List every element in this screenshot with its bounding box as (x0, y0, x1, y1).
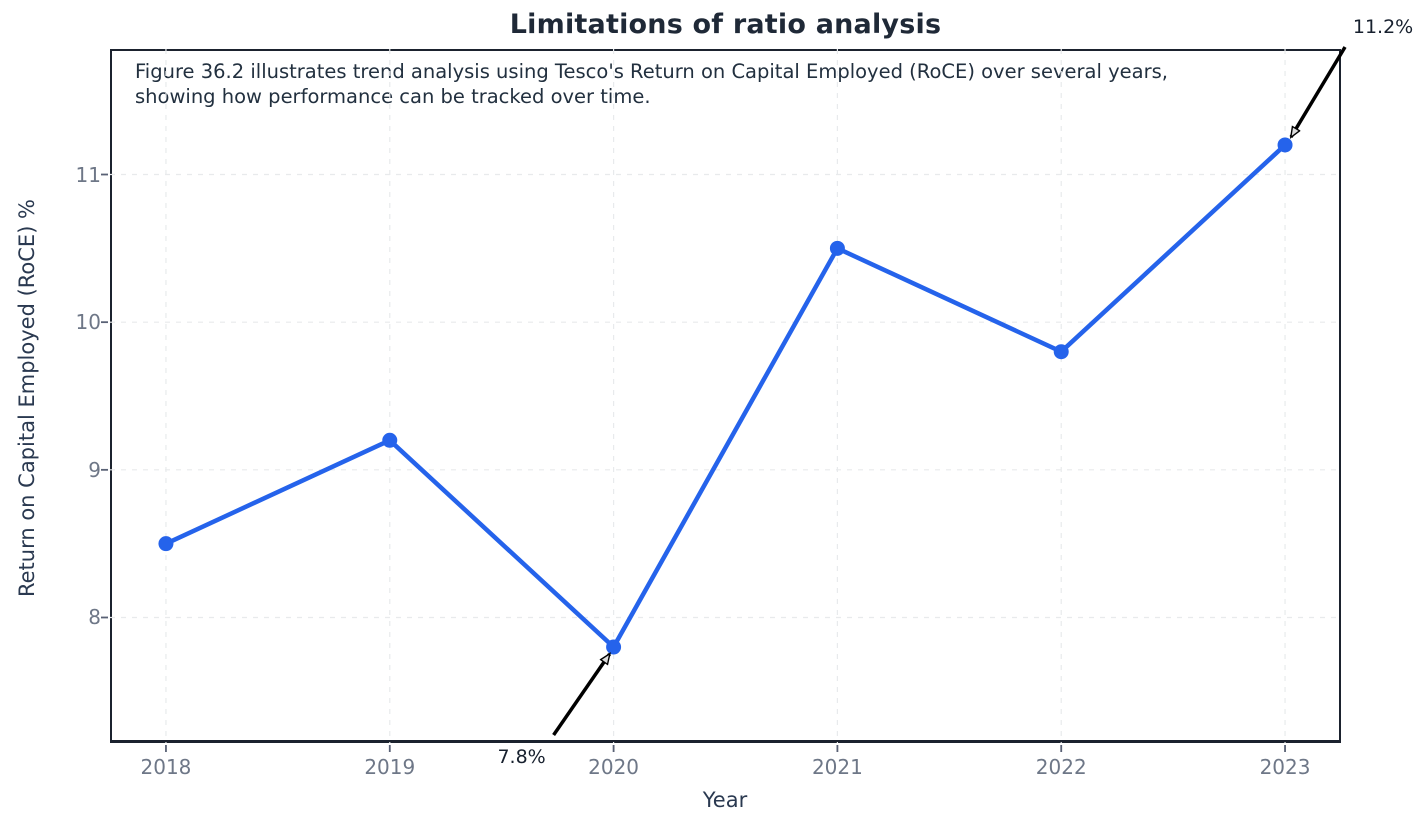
data-point (158, 536, 174, 552)
annotation-label: 11.2% (1349, 14, 1417, 39)
y-tick-label: 11 (75, 162, 101, 187)
data-point (1053, 344, 1069, 360)
series-line (163, 142, 1288, 650)
y-axis-label: Return on Capital Employed (RoCE) % (15, 198, 39, 598)
annotation-arrow (552, 654, 612, 737)
plot-area (110, 49, 1341, 743)
x-tick-label: 2018 (140, 755, 192, 779)
data-point (606, 639, 622, 655)
y-tick-label: 8 (88, 605, 101, 630)
x-tick-label: 2022 (1035, 755, 1087, 779)
y-tick-label: 9 (88, 457, 101, 482)
y-tick-label: 10 (75, 310, 101, 335)
x-tick-label: 2021 (811, 755, 863, 779)
figure-caption: Figure 36.2 illustrates trend analysis u… (135, 60, 1168, 108)
data-point (829, 240, 845, 256)
chart-title: Limitations of ratio analysis (509, 9, 942, 40)
annotation-label: 7.8% (494, 745, 549, 770)
annotation-arrow (1289, 46, 1347, 137)
x-tick-label: 2023 (1259, 755, 1311, 779)
data-point (382, 432, 398, 448)
x-tick-label: 2020 (588, 755, 640, 779)
data-point (1277, 137, 1293, 153)
x-tick-label: 2019 (364, 755, 416, 779)
x-axis-label: Year (702, 788, 748, 812)
